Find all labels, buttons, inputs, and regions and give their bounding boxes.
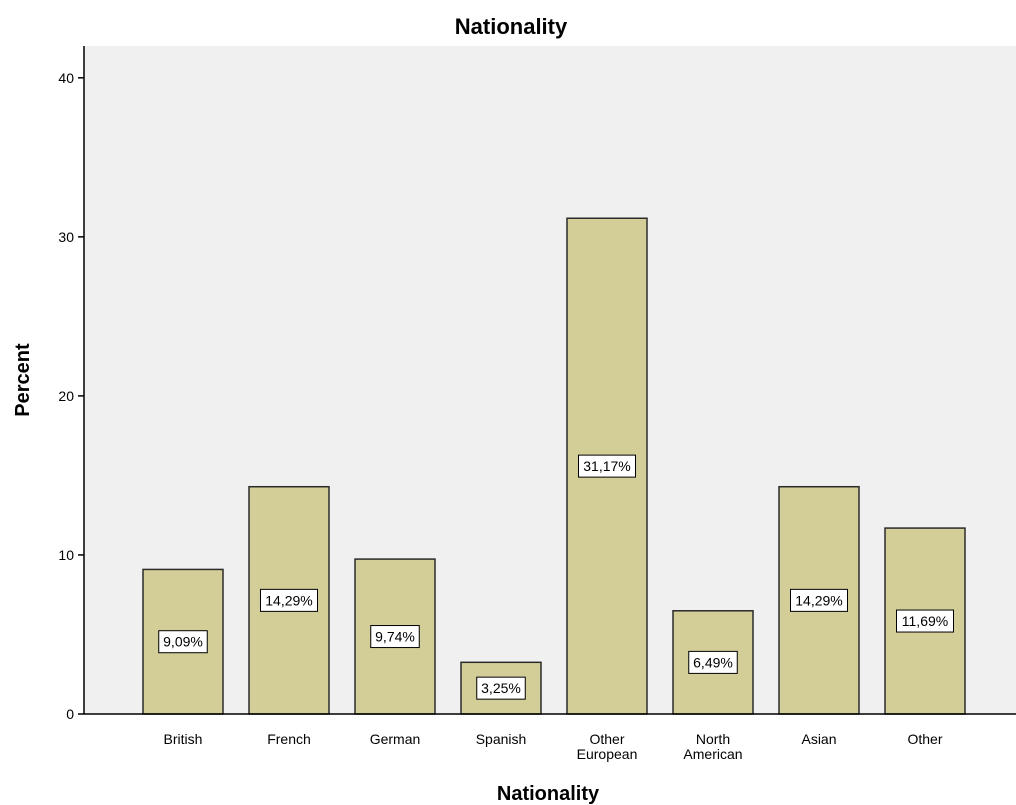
axes-layer: British French German Spanish Other European N… [58, 46, 1016, 762]
x-tick-label: Other European [577, 731, 638, 762]
x-tick-label: French [267, 731, 311, 747]
x-tick-label: Spanish [476, 731, 527, 747]
data-label-text: 31,17% [583, 458, 630, 474]
y-tick-label: 20 [58, 388, 74, 404]
data-label: 31,17% [578, 454, 636, 478]
data-label: 11,69% [896, 609, 954, 633]
data-label-text: 3,25% [481, 680, 521, 696]
x-tick-label: German [370, 731, 421, 747]
data-label-box [158, 630, 208, 654]
plot-area [84, 46, 1016, 714]
y-tick-label: 0 [66, 706, 74, 722]
chart-title: Nationality [455, 14, 568, 39]
data-label: 9,09% [158, 630, 208, 654]
data-label-box [476, 676, 526, 700]
data-label-box [260, 588, 318, 612]
x-tick-label: North American [683, 731, 742, 762]
x-tick-label: Other [907, 731, 942, 747]
data-label-text: 14,29% [795, 592, 842, 608]
x-tick-label: British [164, 731, 203, 747]
data-label-text: 11,69% [902, 613, 948, 629]
data-label-text: 9,09% [163, 634, 203, 650]
y-tick-label: 30 [58, 229, 74, 245]
data-label-text: 14,29% [265, 592, 312, 608]
data-label-box [688, 650, 738, 674]
y-tick-label: 40 [58, 70, 74, 86]
data-label: 3,25% [476, 676, 526, 700]
data-label: 14,29% [790, 588, 848, 612]
data-label: 14,29% [260, 588, 318, 612]
data-label-box [370, 625, 420, 649]
data-label: 6,49% [688, 650, 738, 674]
data-label-box [578, 454, 636, 478]
y-tick-label: 10 [58, 547, 74, 563]
data-label-text: 9,74% [375, 629, 415, 645]
data-label-box [790, 588, 848, 612]
data-label: 9,74% [370, 625, 420, 649]
data-label-text: 6,49% [693, 654, 733, 670]
data-labels-layer: 9,09% 14,29% 9,74% 3,25% 31,17% 6,49% 14,29% 11… [158, 454, 954, 700]
y-axis-title: Percent [12, 343, 34, 417]
x-axis-title: Nationality [497, 783, 600, 805]
x-tick-label: Asian [801, 731, 836, 747]
data-label-box [896, 609, 954, 633]
